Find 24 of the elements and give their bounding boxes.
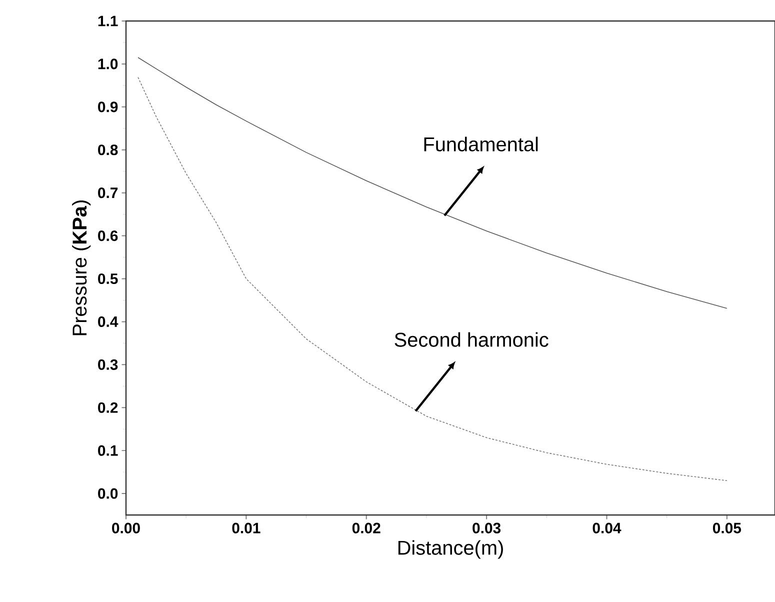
x-tick-label: 0.01: [232, 522, 260, 534]
y-tick-label: 0.1: [98, 445, 118, 456]
line-series: [138, 57, 728, 309]
y-tick-label: 0.6: [98, 230, 118, 242]
y-tick-label: 0.2: [98, 402, 118, 413]
x-tick-label: 0.04: [592, 522, 622, 534]
x-tick-label: 0.03: [472, 522, 501, 534]
y-axis-title: Pressure (KPa): [72, 200, 91, 336]
y-tick-label: 1.0: [98, 58, 118, 70]
y-tick-label: 0.9: [98, 102, 118, 112]
x-tick-label: 0.05: [712, 522, 742, 534]
x-axis-title: Distance(m): [398, 540, 503, 559]
y-tick-label: 0.8: [98, 144, 118, 156]
y-tick-label: 0.0: [98, 488, 118, 499]
annotation: Second harmonic: [394, 332, 548, 347]
x-tick-label: 0.02: [352, 522, 380, 534]
y-tick-label: 1.1: [98, 16, 118, 26]
y-tick-label: 0.7: [98, 188, 118, 198]
x-tick-label: 0.00: [112, 522, 140, 534]
y-tick-label: 0.5: [98, 273, 118, 284]
annotation: Fundamental: [424, 136, 538, 152]
y-tick-label: 0.3: [98, 359, 118, 370]
y-tick-label: 0.4: [98, 316, 118, 327]
line-series: [138, 76, 728, 482]
